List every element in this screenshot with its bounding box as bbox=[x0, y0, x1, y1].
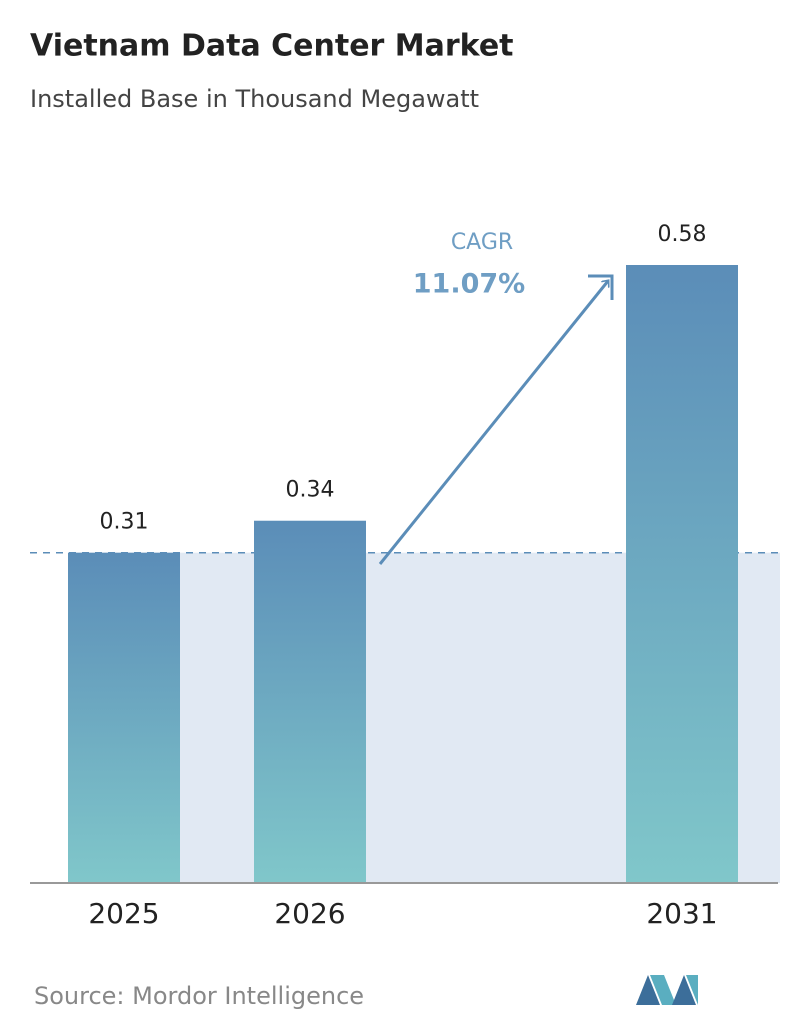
x-tick-label: 2026 bbox=[274, 897, 345, 930]
cagr-label: CAGR bbox=[451, 230, 513, 255]
value-label: 0.31 bbox=[100, 510, 149, 535]
value-label: 0.58 bbox=[658, 222, 707, 247]
arrow-head bbox=[588, 274, 614, 300]
chart-title: Vietnam Data Center Market bbox=[30, 29, 514, 64]
chart-subtitle: Installed Base in Thousand Megawatt bbox=[30, 85, 479, 113]
plot-area: 0.31 2025 0.34 2026 0.58 2031 bbox=[30, 222, 780, 930]
source: Source: Mordor Intelligence bbox=[34, 982, 364, 1010]
cagr-value: 11.07% bbox=[413, 269, 525, 300]
cagr-arrow bbox=[378, 281, 608, 565]
bar bbox=[68, 552, 180, 883]
bar bbox=[254, 520, 366, 883]
x-tick-label: 2031 bbox=[646, 897, 717, 930]
bar bbox=[626, 265, 738, 883]
logo bbox=[636, 975, 698, 1005]
value-label: 0.34 bbox=[286, 478, 335, 503]
x-tick-label: 2025 bbox=[88, 897, 159, 930]
